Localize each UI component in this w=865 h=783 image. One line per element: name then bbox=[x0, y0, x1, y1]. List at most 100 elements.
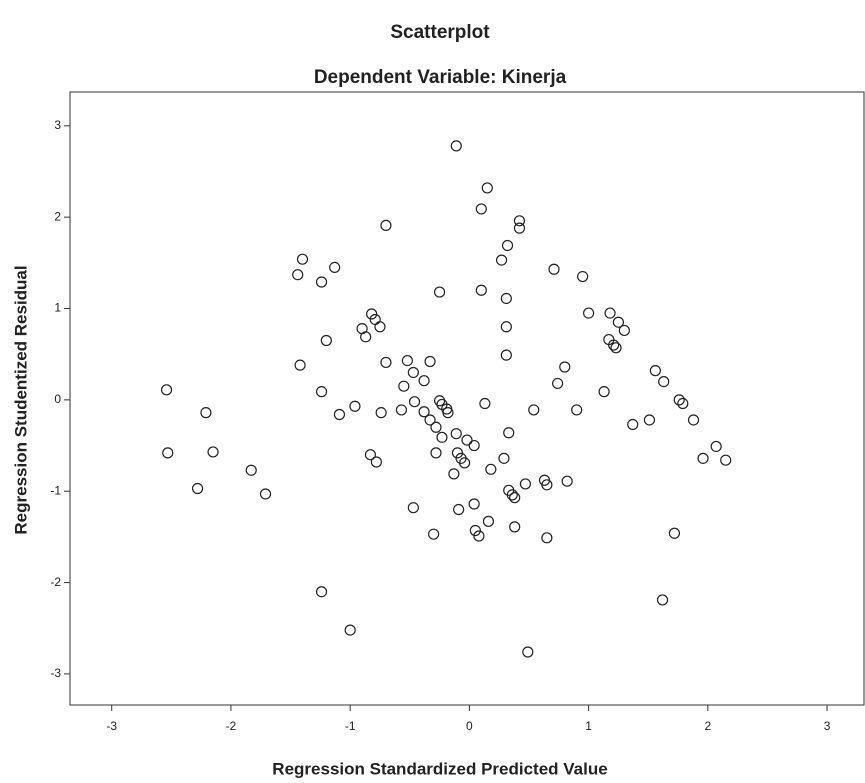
point bbox=[330, 262, 340, 272]
point bbox=[208, 447, 218, 457]
point bbox=[659, 377, 669, 387]
point bbox=[317, 387, 327, 397]
point bbox=[261, 489, 271, 499]
x-tick-label: -2 bbox=[226, 719, 237, 733]
point bbox=[443, 408, 453, 418]
y-tick-label: 0 bbox=[54, 392, 61, 406]
point bbox=[399, 381, 409, 391]
point bbox=[435, 287, 445, 297]
point bbox=[520, 479, 530, 489]
plot-frame bbox=[70, 92, 864, 705]
point bbox=[711, 441, 721, 451]
point bbox=[510, 522, 520, 532]
point bbox=[605, 308, 615, 318]
point bbox=[482, 183, 492, 193]
point bbox=[410, 397, 420, 407]
point bbox=[293, 270, 303, 280]
point bbox=[396, 405, 406, 415]
point bbox=[721, 455, 731, 465]
point bbox=[698, 453, 708, 463]
point bbox=[429, 529, 439, 539]
point bbox=[361, 332, 371, 342]
point bbox=[162, 385, 172, 395]
x-tick-label: 0 bbox=[466, 719, 473, 733]
point bbox=[584, 308, 594, 318]
x-axis-title: Regression Standardized Predicted Value bbox=[272, 759, 607, 778]
point bbox=[476, 204, 486, 214]
point bbox=[497, 255, 507, 265]
point bbox=[503, 240, 513, 250]
y-tick-label: -1 bbox=[50, 483, 61, 497]
point bbox=[650, 366, 660, 376]
point bbox=[499, 453, 509, 463]
point bbox=[381, 220, 391, 230]
point bbox=[523, 647, 533, 657]
point bbox=[321, 335, 331, 345]
point bbox=[297, 254, 307, 264]
point bbox=[599, 387, 609, 397]
point bbox=[529, 405, 539, 415]
point bbox=[381, 357, 391, 367]
point bbox=[408, 367, 418, 377]
point bbox=[334, 409, 344, 419]
point bbox=[419, 376, 429, 386]
point bbox=[431, 422, 441, 432]
point bbox=[193, 483, 203, 493]
point bbox=[376, 408, 386, 418]
point bbox=[350, 401, 360, 411]
point bbox=[549, 264, 559, 274]
point bbox=[619, 325, 629, 335]
chart: Scatterplot Dependent Variable: Kinerja … bbox=[0, 0, 865, 783]
point bbox=[163, 448, 173, 458]
point bbox=[572, 405, 582, 415]
point bbox=[483, 516, 493, 526]
x-tick-label: 3 bbox=[824, 719, 831, 733]
point bbox=[425, 357, 435, 367]
point bbox=[689, 415, 699, 425]
x-tick-label: 2 bbox=[704, 719, 711, 733]
point bbox=[454, 504, 464, 514]
point bbox=[469, 441, 479, 451]
point bbox=[510, 493, 520, 503]
point bbox=[295, 360, 305, 370]
point bbox=[201, 408, 211, 418]
point bbox=[402, 356, 412, 366]
x-tick-label: 1 bbox=[585, 719, 592, 733]
point bbox=[317, 277, 327, 287]
chart-subtitle: Dependent Variable: Kinerja bbox=[314, 67, 567, 88]
point bbox=[578, 272, 588, 282]
point bbox=[437, 432, 447, 442]
point bbox=[246, 465, 256, 475]
point bbox=[449, 469, 459, 479]
point bbox=[504, 428, 514, 438]
point bbox=[560, 362, 570, 372]
point bbox=[469, 499, 479, 509]
point bbox=[669, 528, 679, 538]
point bbox=[451, 429, 461, 439]
point bbox=[375, 322, 385, 332]
point bbox=[480, 399, 490, 409]
point bbox=[451, 141, 461, 151]
point bbox=[553, 378, 563, 388]
point bbox=[658, 595, 668, 605]
point bbox=[408, 503, 418, 513]
y-tick-label: 3 bbox=[54, 118, 61, 132]
point bbox=[476, 285, 486, 295]
point bbox=[317, 587, 327, 597]
point bbox=[542, 533, 552, 543]
point bbox=[371, 457, 381, 467]
point bbox=[435, 396, 445, 406]
point bbox=[611, 343, 621, 353]
point bbox=[462, 435, 472, 445]
y-axis-title: Regression Studentized Residual bbox=[11, 265, 30, 534]
point bbox=[501, 322, 511, 332]
point bbox=[562, 476, 572, 486]
y-tick-label: -2 bbox=[50, 575, 61, 589]
y-tick-label: 1 bbox=[54, 301, 61, 315]
point bbox=[501, 350, 511, 360]
point bbox=[628, 420, 638, 430]
point bbox=[514, 223, 524, 233]
x-tick-label: -1 bbox=[345, 719, 356, 733]
point bbox=[486, 464, 496, 474]
y-tick-label: 2 bbox=[54, 209, 61, 223]
